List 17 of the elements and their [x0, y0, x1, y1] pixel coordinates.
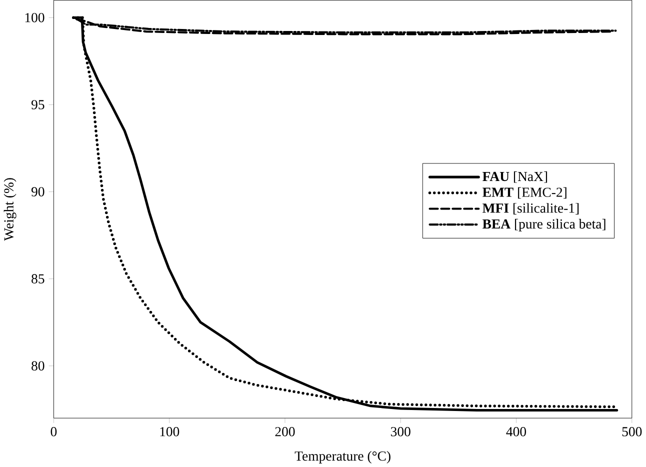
y-tick-label: 80	[32, 361, 44, 370]
legend-label: EMT [EMC-2]	[482, 187, 566, 198]
x-tick-label: 100	[160, 426, 180, 436]
x-axis-title: Temperature (°C)	[294, 450, 390, 464]
y-axis-title: Weight (%)	[4, 178, 16, 241]
legend-label: BEA [pure silica beta]	[482, 218, 606, 232]
y-tick-label: 85	[32, 274, 44, 284]
legend-label: MFI [silicalite-1]	[482, 202, 579, 214]
x-tick-label: 500	[622, 426, 642, 436]
y-tick-label: 95	[31, 100, 44, 110]
x-tick-label: 300	[390, 426, 410, 436]
y-tick-label: 100	[25, 12, 44, 22]
legend-label: FAU [NaX]	[482, 171, 548, 183]
x-tick-label: 0	[50, 426, 57, 436]
y-tick-label: 90	[31, 186, 44, 196]
x-tick-label: 400	[506, 426, 526, 436]
x-tick-label: 200	[275, 426, 295, 436]
